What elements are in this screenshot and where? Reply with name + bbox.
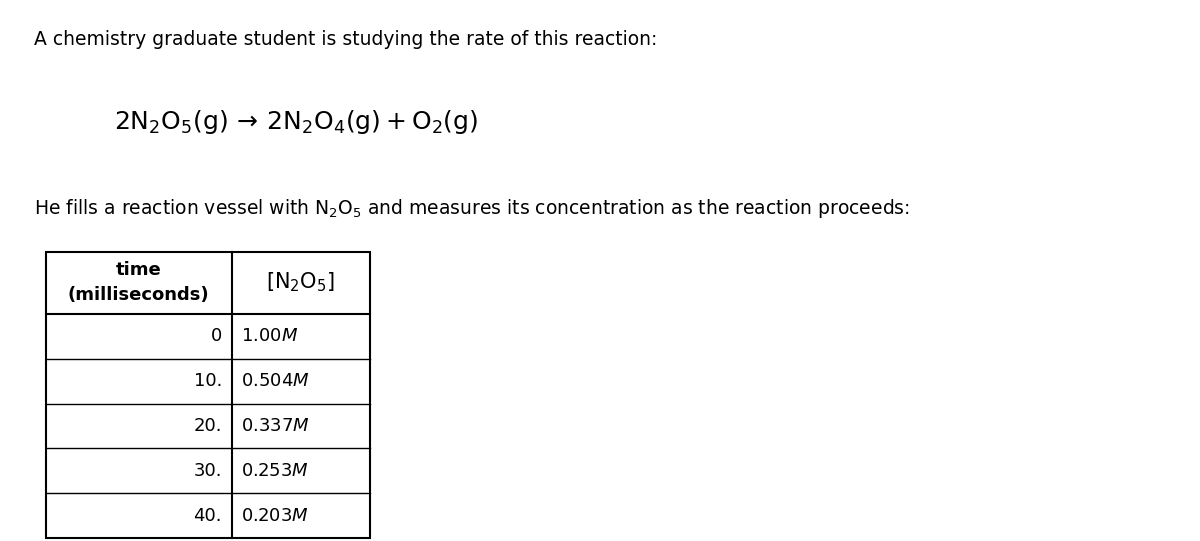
Text: 20.: 20. bbox=[193, 417, 222, 435]
Text: 30.: 30. bbox=[193, 462, 222, 480]
Text: $\mathdefault{2N_2O_5}$$\mathdefault{(g)}$$\,\rightarrow\,$$\mathdefault{2N_2O_4: $\mathdefault{2N_2O_5}$$\mathdefault{(g)… bbox=[114, 108, 478, 136]
Text: 10.: 10. bbox=[193, 372, 222, 390]
Bar bbox=[46, 252, 370, 538]
Text: 40.: 40. bbox=[193, 507, 222, 525]
Text: time
(milliseconds): time (milliseconds) bbox=[67, 261, 210, 304]
Text: A chemistry graduate student is studying the rate of this reaction:: A chemistry graduate student is studying… bbox=[34, 30, 656, 49]
Text: 0.253$\mathit{M}$: 0.253$\mathit{M}$ bbox=[241, 462, 308, 480]
Text: 0.337$\mathit{M}$: 0.337$\mathit{M}$ bbox=[241, 417, 310, 435]
Text: 0: 0 bbox=[211, 327, 222, 345]
Text: $\left[\mathrm{N_2O_5}\right]$: $\left[\mathrm{N_2O_5}\right]$ bbox=[266, 271, 335, 294]
Text: 0.203$\mathit{M}$: 0.203$\mathit{M}$ bbox=[241, 507, 308, 525]
Text: 0.504$\mathit{M}$: 0.504$\mathit{M}$ bbox=[241, 372, 310, 390]
Text: He fills a reaction vessel with $\mathdefault{N_2O_5}$ and measures its concentr: He fills a reaction vessel with $\mathde… bbox=[34, 197, 910, 220]
Text: 1.00$\mathit{M}$: 1.00$\mathit{M}$ bbox=[241, 327, 299, 345]
